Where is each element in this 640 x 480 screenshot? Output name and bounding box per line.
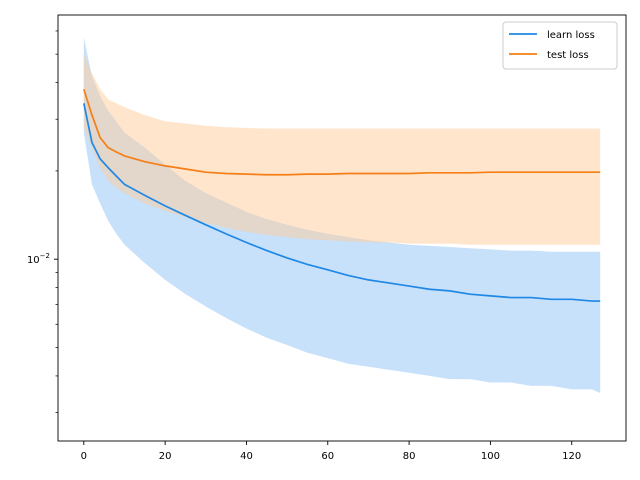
line-test-loss: [83, 88, 601, 176]
band-test-loss: [83, 54, 601, 245]
y-tick-label: 10−2: [27, 252, 50, 266]
x-tick-label: 120: [562, 451, 581, 462]
x-tick-label: 0: [81, 451, 87, 462]
axis-ticks: 0 20 40 60 80 100 120 10−2: [27, 30, 581, 462]
plot-frame: [57, 14, 627, 442]
x-tick-label: 60: [321, 451, 334, 462]
x-tick-label: 20: [159, 451, 172, 462]
x-tick-label: 40: [240, 451, 253, 462]
axes-frame: [57, 14, 627, 442]
series-lines: [82, 88, 601, 302]
x-tick-label: 80: [403, 451, 416, 462]
legend-label: learn loss: [547, 30, 595, 41]
band-learn-loss: [83, 37, 601, 393]
legend-label: test loss: [547, 50, 589, 61]
line-learn-loss: [82, 103, 601, 302]
confidence-bands: [83, 37, 601, 393]
x-tick-label: 100: [481, 451, 500, 462]
legend: learn loss test loss: [502, 21, 618, 70]
